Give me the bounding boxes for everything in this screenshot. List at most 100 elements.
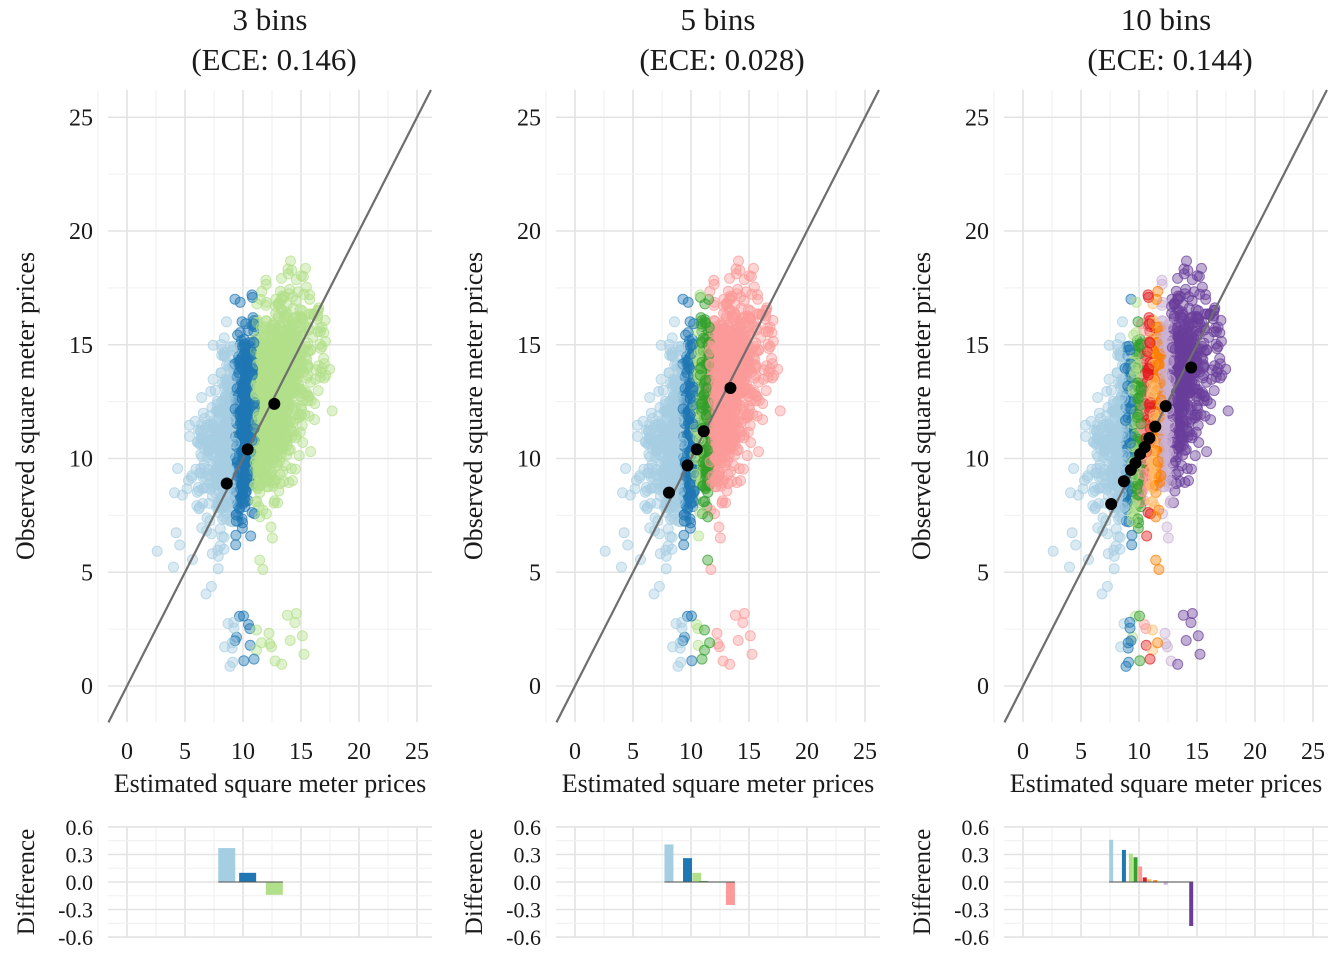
scatter-point — [266, 321, 276, 331]
scatter-point — [222, 317, 232, 327]
scatter-point — [198, 484, 208, 494]
scatter-point — [257, 638, 267, 648]
scatter-point — [738, 464, 748, 474]
scatter-point — [225, 661, 235, 671]
difference-y-axis-label: Difference — [461, 829, 488, 935]
scatter-point — [260, 471, 270, 481]
scatter-point — [227, 638, 237, 648]
scatter-point — [252, 625, 262, 635]
scatter-point — [679, 516, 689, 526]
x-tick-label: 15 — [737, 739, 761, 765]
scatter-point — [258, 359, 268, 369]
scatter-point — [267, 533, 277, 543]
difference-y-axis-label: Difference — [13, 829, 40, 935]
scatter-point — [239, 656, 249, 666]
scatter-point — [221, 503, 231, 513]
scatter-point — [251, 390, 261, 400]
scatter-point — [281, 407, 291, 417]
scatter-point — [685, 317, 695, 327]
scatter-point — [677, 438, 687, 448]
scatter-point — [618, 488, 628, 498]
scatter-point — [320, 336, 330, 346]
difference-bar — [218, 848, 235, 882]
scatter-point — [600, 546, 610, 556]
scatter-point — [654, 581, 664, 591]
identity-line — [556, 90, 878, 722]
scatter-point — [686, 341, 696, 351]
scatter-point — [665, 345, 675, 355]
panel-5-bins: 5 bins (ECE: 0.028) 0 5 10 15 20 25 0 5 … — [459, 2, 880, 950]
scatter-point — [169, 562, 179, 572]
scatter-point — [205, 420, 215, 430]
scatter-point — [296, 326, 306, 336]
difference-y-tick-label: 0.0 — [514, 870, 542, 895]
scatter-point — [291, 414, 301, 424]
difference-y-tick-labels: 0.6 0.3 0.0 -0.3 -0.6 — [58, 815, 93, 950]
scatter-point — [729, 431, 739, 441]
difference-y-tick-labels: 0.6 0.3 0.0 -0.3 -0.6 — [506, 815, 541, 950]
scatter-point — [270, 496, 280, 506]
scatter-point — [673, 415, 683, 425]
scatter-point — [211, 460, 221, 470]
scatter-point — [291, 433, 301, 443]
scatter-point — [718, 496, 728, 506]
difference-y-tick-label: 0.6 — [66, 815, 94, 840]
scatter-point — [768, 336, 778, 346]
scatter-point — [725, 273, 735, 283]
x-tick-label: 5 — [179, 739, 191, 765]
scatter-point — [673, 661, 683, 671]
y-tick-labels: 0 5 10 15 20 25 — [69, 105, 93, 700]
scatter-point — [271, 309, 281, 319]
bin-mean-point — [724, 382, 736, 394]
scatter-point — [729, 407, 739, 417]
scatter-point — [264, 628, 274, 638]
scatter-point — [290, 618, 300, 628]
x-tick-label: 10 — [679, 739, 703, 765]
difference-y-tick-label: -0.6 — [58, 925, 93, 950]
scatter-point — [767, 354, 777, 364]
scatter-point — [192, 501, 202, 511]
scatter-point — [703, 555, 713, 565]
y-tick-label: 0 — [81, 674, 93, 700]
x-tick-label: 25 — [405, 739, 429, 765]
scatter-point — [225, 415, 235, 425]
y-tick-label: 15 — [517, 333, 541, 359]
scatter-point — [257, 286, 267, 296]
scatter-point — [218, 402, 228, 412]
scatter-point — [327, 406, 337, 416]
scatter-point — [719, 343, 729, 353]
scatter-point — [204, 443, 214, 453]
scatter-point — [247, 370, 257, 380]
difference-y-tick-label: 0.3 — [514, 842, 542, 867]
scatter-point — [703, 512, 713, 522]
scatter-point — [744, 326, 754, 336]
scatter-point — [208, 374, 218, 384]
scatter-point — [315, 372, 325, 382]
scatter-point — [617, 562, 627, 572]
scatter-point — [240, 385, 250, 395]
x-tick-label: 25 — [853, 739, 877, 765]
scatter-point — [229, 617, 239, 627]
x-tick-label: 5 — [627, 739, 639, 765]
scatter-point — [706, 359, 716, 369]
scatter-point — [213, 564, 223, 574]
scatter-point — [640, 501, 650, 511]
scatter-point — [217, 345, 227, 355]
scatter-point — [285, 636, 295, 646]
scatter-point — [251, 497, 261, 507]
scatter-point — [242, 469, 252, 479]
scatter-point — [683, 297, 693, 307]
difference-y-tick-label: -0.3 — [506, 898, 541, 923]
scatter-point — [715, 533, 725, 543]
scatter-point — [679, 540, 689, 550]
scatter-point — [733, 636, 743, 646]
scatter-point — [263, 369, 273, 379]
scatter-point — [739, 609, 749, 619]
scatter-points — [152, 256, 337, 671]
difference-y-tick-label: 0.3 — [66, 842, 94, 867]
scatter-point — [754, 447, 764, 457]
scatter-point — [219, 532, 229, 542]
difference-y-tick-label: 0.6 — [514, 815, 542, 840]
scatter-point — [237, 317, 247, 327]
scatter-point — [687, 656, 697, 666]
